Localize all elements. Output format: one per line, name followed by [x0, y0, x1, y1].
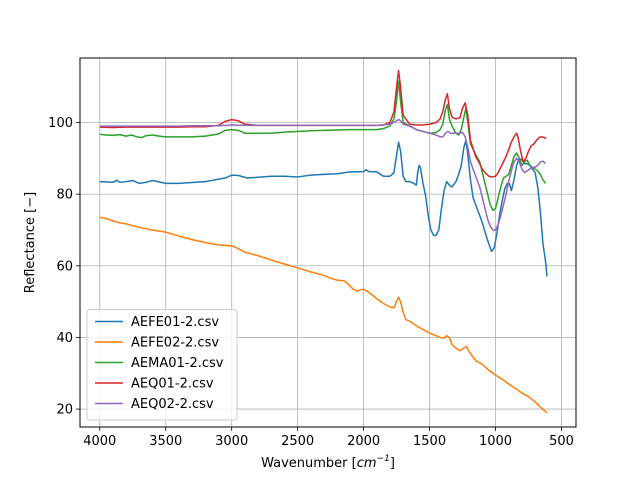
x-axis-label-text: Wavenumber [ [261, 456, 357, 471]
x-tick-label: 3000 [215, 434, 248, 449]
legend-label: AEQ01-2.csv [131, 377, 214, 392]
x-tick-label: 1500 [413, 434, 446, 449]
y-tick-label: 80 [56, 188, 73, 203]
series-line-aema01-2-csv [99, 80, 547, 212]
x-axis-label-close: ] [390, 456, 395, 471]
series-line-aefe01-2-csv [99, 139, 548, 277]
series-line-aeq02-2-csv [99, 118, 547, 231]
y-tick-label: 40 [56, 331, 73, 346]
x-tick-label: 2500 [281, 434, 314, 449]
legend-box [86, 309, 238, 421]
x-axis-label-exponent: −1 [377, 454, 390, 464]
y-tick-label: 60 [56, 259, 73, 274]
legend-label: AEQ02-2.csv [131, 397, 214, 412]
x-axis-label-unit: cm [357, 456, 377, 471]
series-line-aeq01-2-csv [99, 69, 547, 178]
series-lines [99, 69, 548, 414]
plot-frame [79, 57, 577, 428]
x-axis-label: Wavenumber [cm−1] [261, 454, 395, 471]
y-tick-label: 20 [56, 403, 73, 418]
series-line-aefe02-2-csv [99, 216, 548, 414]
y-tick-label: 100 [48, 116, 73, 131]
axis-ticks: 4000 3500 3000 2500 2000 1500 1000 500 20 40 60 80 1… [48, 116, 574, 449]
legend-label: AEMA01-2.csv [131, 356, 224, 371]
x-tick-label: 500 [549, 434, 574, 449]
legend-label: AEFE01-2.csv [131, 315, 219, 330]
legend-label: AEFE02-2.csv [131, 336, 219, 351]
x-tick-label: 2000 [347, 434, 380, 449]
x-tick-label: 3500 [149, 434, 182, 449]
y-axis-label: Reflectance [−] [23, 192, 38, 293]
x-tick-label: 1000 [479, 434, 512, 449]
legend: AEFE01-2.csv AEFE02-2.csv AEMA01-2.csv AEQ0… [86, 309, 238, 421]
x-tick-label: 4000 [83, 434, 116, 449]
